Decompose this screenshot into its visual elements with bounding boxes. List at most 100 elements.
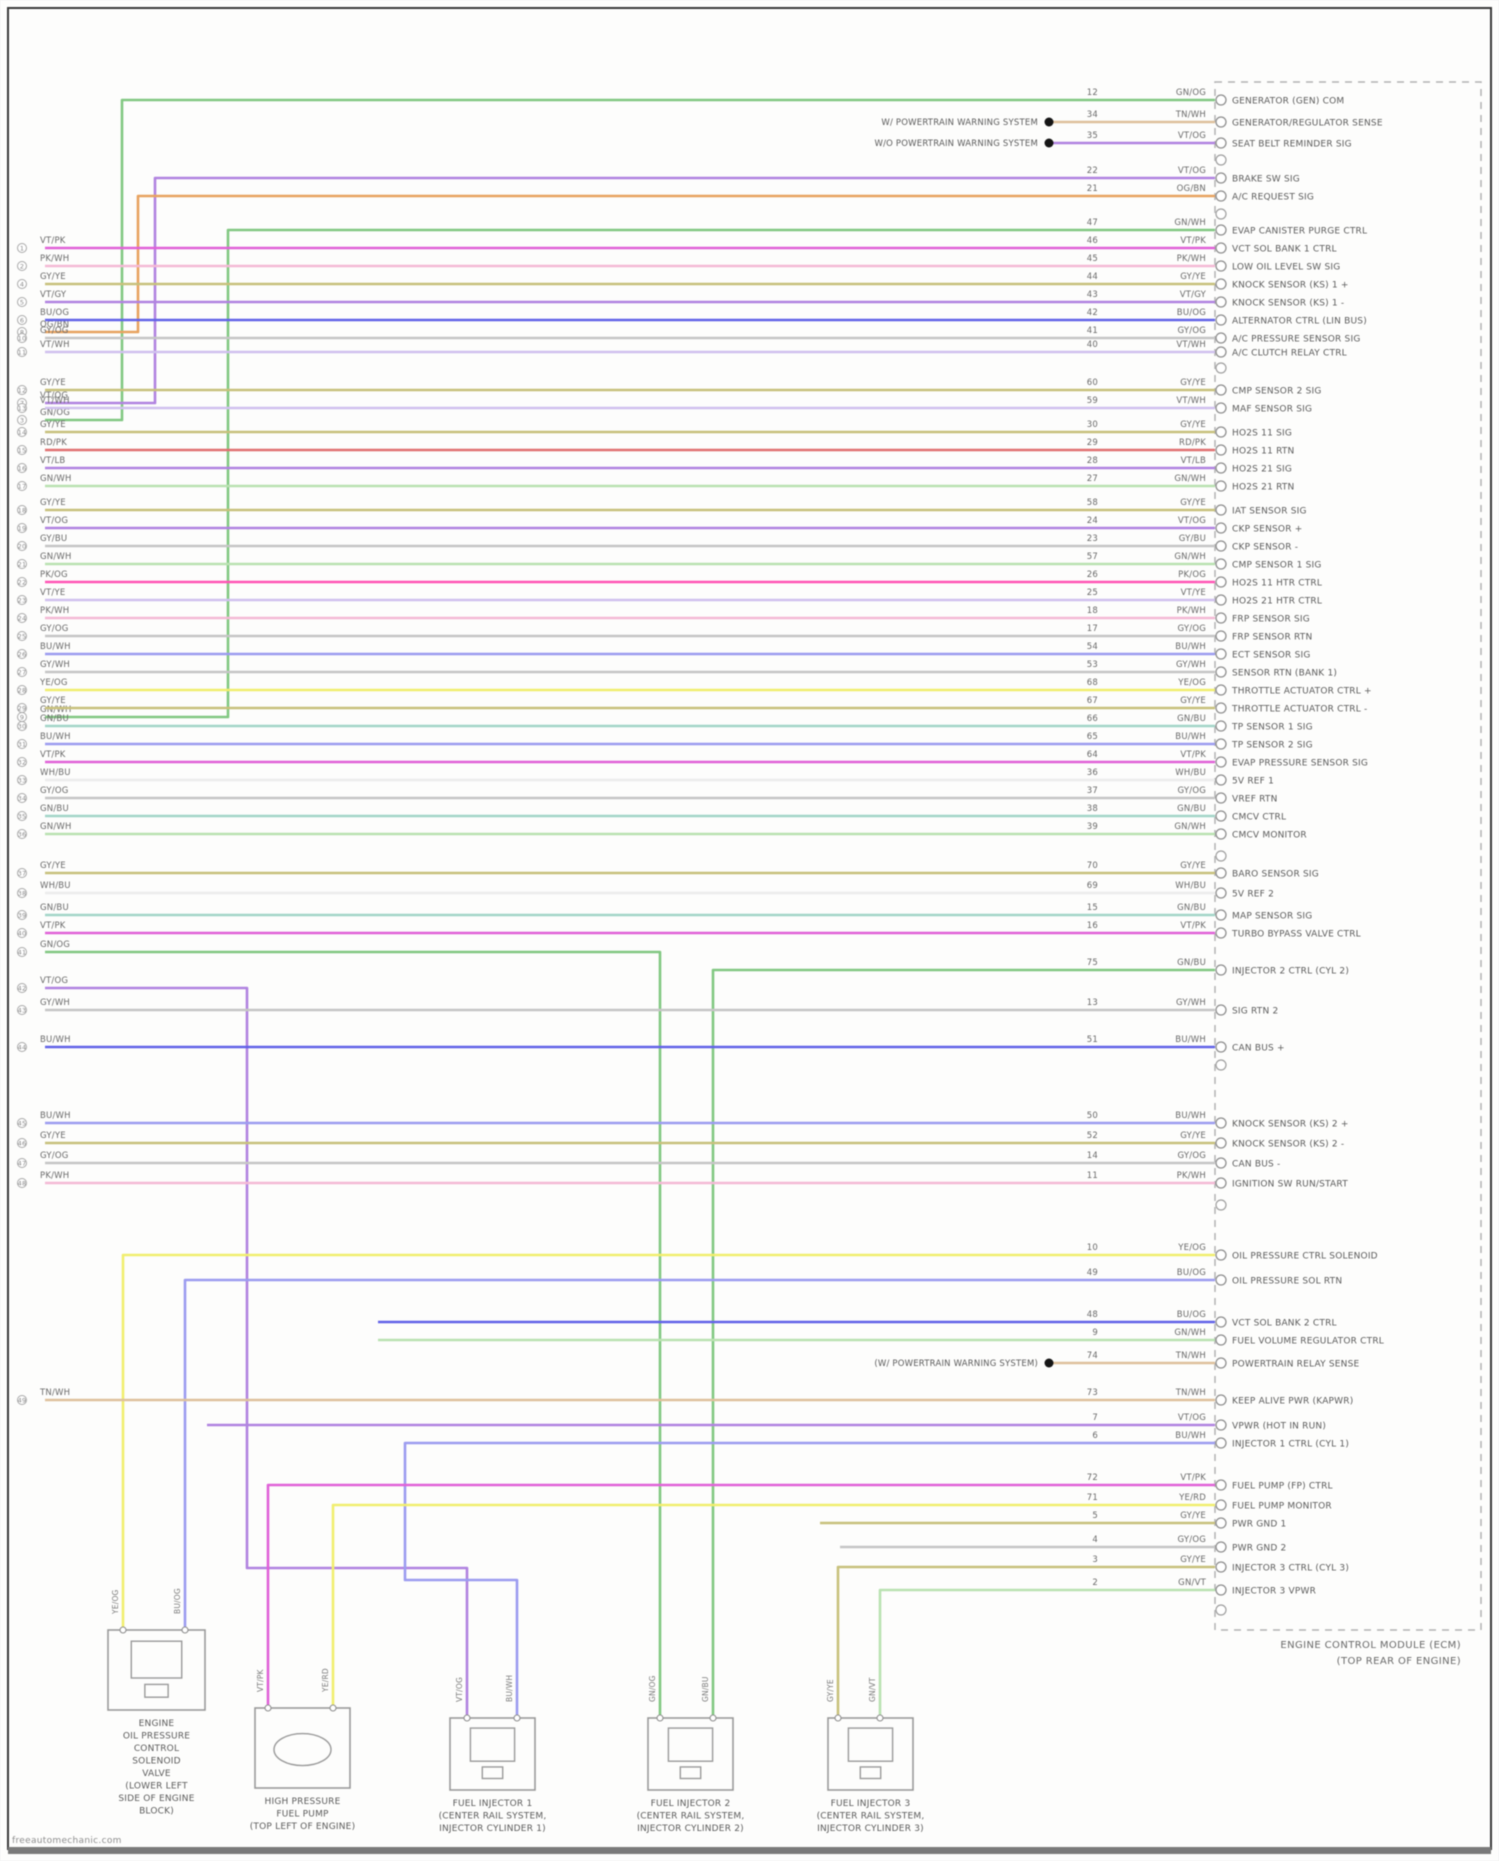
pin-number-label: 22 — [1087, 166, 1098, 176]
pcm-pin — [1215, 190, 1227, 202]
pcm-pin — [1215, 630, 1227, 642]
pin-number-label: 24 — [1087, 516, 1098, 526]
left-pin-number: 15 — [18, 447, 27, 455]
wire-code-label: GY/YE — [1180, 1511, 1206, 1521]
left-pin — [17, 523, 27, 533]
signal-label: IGNITION SW RUN/START — [1232, 1180, 1348, 1190]
wire-code-label: GY/YE — [40, 1131, 66, 1141]
pin-number-label: 38 — [1087, 804, 1098, 814]
pin-number-label: 17 — [1087, 624, 1098, 634]
component-caption-line: INJECTOR CYLINDER 2) — [637, 1824, 744, 1834]
page-border-bottom — [8, 1847, 1491, 1854]
pin-number-label: 12 — [1087, 88, 1098, 98]
left-pin — [17, 347, 27, 357]
wire-code-label: VT/PK — [40, 750, 66, 760]
signal-label: FRP SENSOR RTN — [1232, 633, 1312, 643]
wire-code-label: BU/WH — [1175, 1111, 1206, 1121]
wire-code-label: PK/OG — [1178, 570, 1206, 580]
left-pin — [17, 1158, 27, 1168]
pcm-pin — [1215, 720, 1227, 732]
pcm-pin — [1215, 504, 1227, 516]
wire — [183, 1278, 1215, 1630]
wire-code-label: OG/BN — [40, 320, 69, 330]
signal-label: SENSOR RTN (BANK 1) — [1232, 669, 1337, 679]
component-caption-line: VALVE — [142, 1769, 171, 1779]
pin-number-label: 60 — [1087, 378, 1098, 388]
pin-number-label: 57 — [1087, 552, 1098, 562]
pcm-pin — [1215, 1517, 1227, 1529]
wire — [45, 194, 1215, 334]
wire-code-label: PK/WH — [40, 254, 69, 264]
pcm-pin — [1215, 612, 1227, 624]
pin-number-label: 48 — [1087, 1310, 1098, 1320]
wire-code-label: VT/OG — [1178, 516, 1206, 526]
pcm-caption: ENGINE CONTROL MODULE (ECM) (TOP REAR OF… — [1280, 1638, 1461, 1670]
left-pin — [17, 1178, 27, 1188]
pin-number-label: 71 — [1087, 1493, 1098, 1503]
left-pin-number: 19 — [18, 525, 27, 533]
pcm-pin — [1215, 1041, 1227, 1053]
wire-code-label: OG/BN — [1177, 184, 1206, 194]
wire-code-label: VT/OG — [40, 976, 68, 986]
wire-code-label: GY/OG — [1178, 1535, 1207, 1545]
pcm-pin — [1215, 1394, 1227, 1406]
pcm-pin — [1215, 1561, 1227, 1573]
pcm-pin — [1215, 774, 1227, 786]
left-pin-number: 24 — [18, 615, 27, 623]
wire — [331, 1503, 1215, 1708]
splice-dot — [1044, 1358, 1054, 1368]
left-pin-number: 16 — [18, 465, 27, 473]
pcm-pin — [1215, 1437, 1227, 1449]
pin-number-label: 6 — [1092, 1431, 1098, 1441]
left-pin-number: 22 — [18, 579, 27, 587]
pin-number-label: 59 — [1087, 396, 1098, 406]
signal-label: BRAKE SW SIG — [1232, 175, 1300, 185]
left-pin — [17, 1118, 27, 1128]
wire-code-label-vertical: YE/OG — [111, 1589, 120, 1615]
wire-code-label: GN/BU — [40, 903, 69, 913]
left-pin — [17, 427, 27, 437]
wire-code-label: GN/WH — [1174, 822, 1206, 832]
wire-code-label: PK/WH — [1177, 1171, 1206, 1181]
signal-label: MAP SENSOR SIG — [1232, 912, 1312, 922]
pcm-caption-line2: (TOP REAR OF ENGINE) — [1336, 1656, 1461, 1667]
signal-label: ALTERNATOR CTRL (LIN BUS) — [1232, 317, 1367, 327]
component-caption-line: FUEL INJECTOR 1 — [453, 1799, 533, 1809]
left-pin-number: 39 — [18, 912, 27, 920]
component-caption-line: (CENTER RAIL SYSTEM, — [637, 1812, 745, 1822]
pcm-pin — [1215, 1117, 1227, 1129]
pcm-pin — [1215, 1177, 1227, 1189]
component-caption-line: OIL PRESSURE — [123, 1732, 190, 1742]
wire-code-label-vertical: VT/OG — [455, 1677, 464, 1702]
wire-code-label: GN/OG — [40, 408, 70, 418]
wire-code-label: WH/BU — [1175, 768, 1206, 778]
signal-label: HO2S 21 HTR CTRL — [1232, 597, 1322, 607]
wire-code-label: PK/WH — [1177, 606, 1206, 616]
signal-label: KNOCK SENSOR (KS) 1 - — [1232, 299, 1344, 309]
pin-number-label: 9 — [1092, 1328, 1098, 1338]
left-pin — [17, 928, 27, 938]
fuel-injector-3-box — [827, 1717, 914, 1791]
wire-code-label-vertical: BU/OG — [173, 1588, 182, 1614]
signal-label: CAN BUS + — [1232, 1044, 1285, 1054]
wire-code-label: PK/WH — [1177, 254, 1206, 264]
pin-number-label: 68 — [1087, 678, 1098, 688]
pin-number-label: 34 — [1087, 110, 1098, 120]
left-pin-number: 5 — [20, 299, 24, 307]
wire-code-label: VT/YE — [1181, 588, 1206, 598]
left-pin — [17, 739, 27, 749]
signal-label: 5V REF 2 — [1232, 890, 1274, 900]
pin-number-label: 64 — [1087, 750, 1098, 760]
left-pin — [17, 1005, 27, 1015]
pcm-pin — [1215, 1334, 1227, 1346]
wire-code-label-vertical: VT/PK — [256, 1668, 265, 1692]
component-caption-line: (LOWER LEFT — [125, 1782, 188, 1792]
left-pin — [17, 703, 27, 713]
wire — [878, 1588, 1215, 1718]
component-pin — [876, 1714, 884, 1722]
signal-label: CAN BUS - — [1232, 1160, 1280, 1170]
wire-code-label: VT/WH — [40, 340, 70, 350]
signal-label: SIG RTN 2 — [1232, 1007, 1278, 1017]
pin-number-label: 65 — [1087, 732, 1098, 742]
pcm-pin — [1215, 296, 1227, 308]
